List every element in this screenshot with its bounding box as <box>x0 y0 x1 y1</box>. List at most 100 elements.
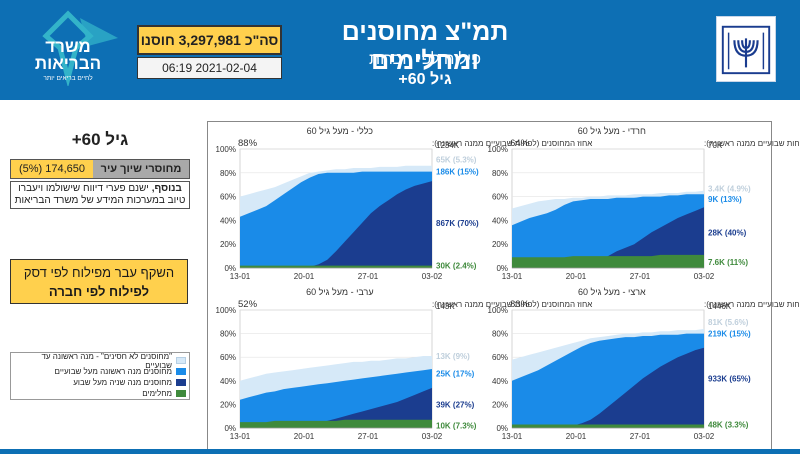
series-value-label: 186K (15%) <box>436 168 479 177</box>
vaccinated-percent-label: 83% <box>510 299 530 310</box>
unassigned-city-stat: מחוסרי שיוך עיר 174,650 (5%) <box>10 159 190 179</box>
y-tick-label: 20% <box>492 240 508 249</box>
x-tick-label: 13-01 <box>230 432 251 441</box>
series-value-label: 39K (27%) <box>436 400 475 409</box>
state-emblem-icon <box>716 16 776 82</box>
legend-label: "מחוסנים לא חסינים" - מנה ראשונה עד שבוע… <box>41 351 172 370</box>
y-tick-label: 0% <box>496 424 508 433</box>
y-tick-label: 100% <box>216 306 236 315</box>
x-tick-label: 03-02 <box>422 272 443 281</box>
legend-label: מחלימים <box>142 389 172 398</box>
series-value-label: 10K (7.3%) <box>436 422 477 431</box>
x-tick-label: 03-02 <box>694 272 715 281</box>
y-tick-label: 0% <box>224 424 236 433</box>
series-value-label: 13K (9%) <box>436 352 470 361</box>
legend-swatch <box>176 368 186 375</box>
y-tick-label: 40% <box>220 377 236 386</box>
y-tick-label: 60% <box>220 193 236 202</box>
y-tick-label: 20% <box>220 400 236 409</box>
y-tick-label: 0% <box>224 264 236 273</box>
series-value-label: 48K (3.3%) <box>708 420 749 429</box>
x-tick-label: 03-02 <box>694 432 715 441</box>
recovered-area <box>512 254 704 268</box>
notice-line-2: לפילוח לפי חברה <box>48 284 150 299</box>
y-tick-label: 80% <box>220 169 236 178</box>
header-bar: משרד הבריאות לחיים בריאים יותר סה"כ 3,29… <box>0 0 800 100</box>
vaccinated-percent-label: 88% <box>238 138 258 149</box>
y-tick-label: 20% <box>492 400 508 409</box>
chart-subtitle: אחוז המחוסנים (לפחות שבועיים ממנה ראשונה… <box>432 300 592 309</box>
page-subtitle: פילוח לפי חברות <box>369 51 481 68</box>
notice-line-1: השקף עבר מפילוח לפי דסק <box>23 265 175 280</box>
second-dose-area <box>512 207 704 268</box>
recovered-area <box>240 419 432 428</box>
legend-item-first-dose-over-two-weeks: מחוסנים מנה ראשונה מעל שבועיים <box>14 366 186 377</box>
recovered-area <box>512 424 704 428</box>
x-tick-label: 03-02 <box>422 432 443 441</box>
vaccinated-percent-label: 64% <box>510 138 530 149</box>
series-value-label: 25K (17%) <box>436 370 475 379</box>
y-tick-label: 100% <box>488 145 508 154</box>
series-value-label: 28K (40%) <box>708 228 747 237</box>
x-tick-label: 20-01 <box>566 272 587 281</box>
series-value-label: 9K (13%) <box>708 195 742 204</box>
vaccinated-percent-label: 52% <box>238 299 258 310</box>
series-value-label: 219K (15%) <box>708 330 751 339</box>
logo-line-2: הבריאות <box>35 54 101 73</box>
population-label: 70K <box>708 141 723 150</box>
series-value-label: 81K (5.6%) <box>708 318 749 327</box>
x-tick-label: 27-01 <box>630 272 651 281</box>
legend-label: מחוסנים מנה שניה מעל שבוע <box>73 378 172 387</box>
population-label: 143K <box>436 302 455 311</box>
series-value-label: 933K (65%) <box>708 374 751 383</box>
y-tick-label: 60% <box>492 193 508 202</box>
series-value-label: 867K (70%) <box>436 219 479 228</box>
y-tick-label: 80% <box>492 169 508 178</box>
x-tick-label: 13-01 <box>502 432 523 441</box>
chart-subtitle: אחוז המחוסנים (לפחות שבועיים ממנה ראשונה… <box>704 300 800 309</box>
unassigned-city-value: 174,650 (5%) <box>11 160 93 178</box>
unassigned-city-label: מחוסרי שיוך עיר <box>93 160 189 178</box>
second-dose-area <box>512 347 704 428</box>
legend-item-recovered: מחלימים <box>14 388 186 399</box>
logo-accent-shape <box>80 18 118 46</box>
population-label: 1234K <box>436 141 460 150</box>
y-tick-label: 40% <box>492 216 508 225</box>
second-dose-area <box>240 181 432 268</box>
chart-subtitle: אחוז המחוסנים (לפחות שבועיים ממנה ראשונה… <box>432 139 592 148</box>
x-tick-label: 27-01 <box>358 272 379 281</box>
x-tick-label: 20-01 <box>294 272 315 281</box>
ministry-of-health-logo: משרד הבריאות לחיים בריאים יותר <box>35 10 118 86</box>
recovered-area <box>240 265 432 268</box>
x-tick-label: 27-01 <box>358 432 379 441</box>
chart-title: ארצי - מעל גיל 60 <box>578 287 646 297</box>
legend-swatch <box>176 379 186 386</box>
chart-title: כללי - מעל גיל 60 <box>307 126 374 136</box>
bottom-edge-bar <box>0 449 800 454</box>
x-tick-label: 27-01 <box>630 432 651 441</box>
series-value-label: 7.6K (11%) <box>708 258 748 267</box>
note-bold-prefix: בנוסף, <box>151 183 182 194</box>
reporting-gap-note: בנוסף, ישנם פערי דיווח שישולמו ויעברו טי… <box>10 181 190 209</box>
legend-swatch <box>176 390 186 397</box>
legend-label: מחוסנים מנה ראשונה מעל שבועיים <box>54 367 172 376</box>
y-tick-label: 60% <box>220 353 236 362</box>
population-label: 1446K <box>708 302 732 311</box>
y-tick-label: 80% <box>220 330 236 339</box>
legend-swatch <box>176 357 186 364</box>
age-group-title: גיל 60+ <box>398 71 452 88</box>
series-value-label: 65K (5.3%) <box>436 156 477 165</box>
y-tick-label: 20% <box>220 240 236 249</box>
y-tick-label: 100% <box>488 306 508 315</box>
x-tick-label: 20-01 <box>566 432 587 441</box>
series-value-label: 30K (2.4%) <box>436 262 477 271</box>
chart-subtitle: אחוז המחוסנים (לפחות שבועיים ממנה ראשונה… <box>704 139 800 148</box>
x-tick-label: 13-01 <box>502 272 523 281</box>
y-tick-label: 40% <box>220 216 236 225</box>
chart-title: חרדי - מעל גיל 60 <box>578 126 646 136</box>
second-dose-area <box>240 387 432 428</box>
chart-legend: "מחוסנים לא חסינים" - מנה ראשונה עד שבוע… <box>10 352 190 400</box>
page-title: תמ"צ מחוסנים ומחלימים <box>341 18 509 75</box>
y-tick-label: 0% <box>496 264 508 273</box>
